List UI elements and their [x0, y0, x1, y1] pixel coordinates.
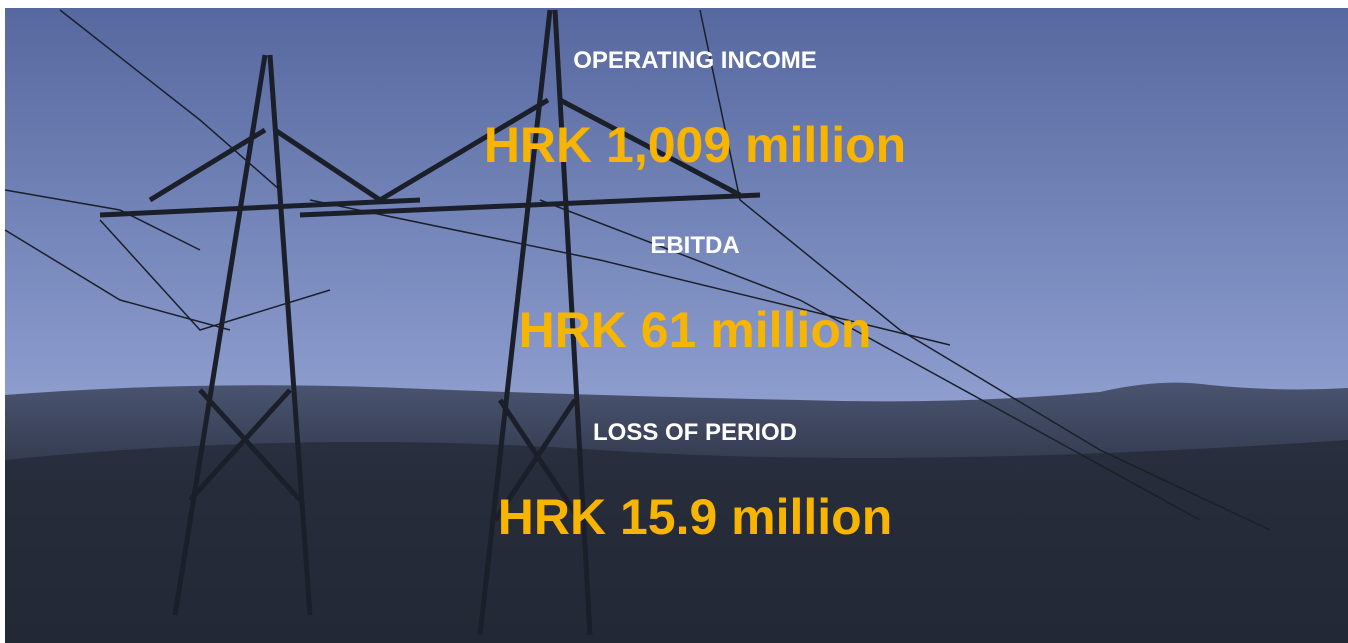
pylon-left [99, 54, 421, 616]
forest [5, 440, 1348, 643]
value: HRK 15.9 million [498, 489, 893, 545]
label: LOSS OF PERIOD [593, 419, 797, 446]
background-photo [4, 8, 1348, 643]
pylon-right [299, 9, 761, 636]
label: EBITDA [650, 232, 739, 259]
label: OPERATING INCOME [573, 47, 817, 74]
value: HRK 61 million [519, 302, 872, 358]
value: HRK 1,009 million [484, 117, 906, 173]
